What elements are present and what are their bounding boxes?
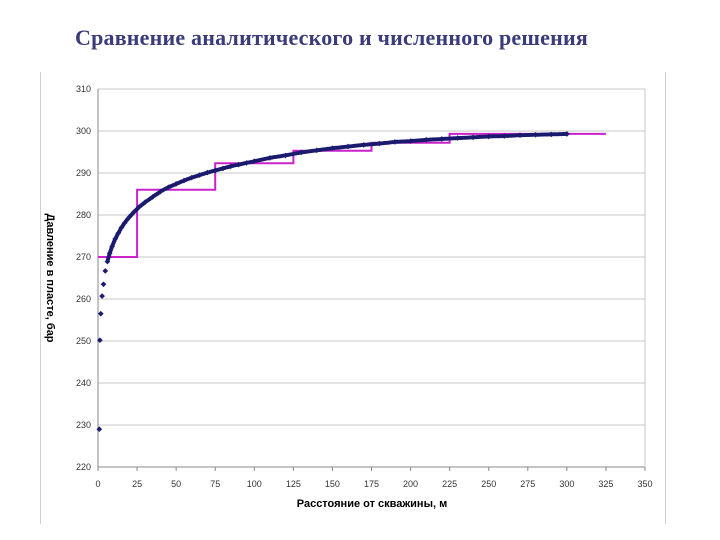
analytic-point (227, 163, 234, 170)
x-tick-label: 75 (210, 479, 220, 489)
analytic-point (173, 181, 179, 187)
x-tick-label: 25 (132, 479, 142, 489)
analytic-point (99, 293, 105, 299)
analytic-point (112, 236, 119, 242)
analytic-point (548, 131, 555, 138)
analytic-point (313, 147, 320, 154)
y-tick-label: 220 (76, 462, 91, 472)
x-tick-label: 50 (171, 479, 181, 489)
analytic-point (267, 155, 273, 161)
analytic-point (181, 177, 187, 184)
analytic-point (345, 143, 351, 150)
y-tick-label: 260 (76, 294, 91, 304)
analytic-point (115, 230, 122, 236)
analytic-point (501, 133, 508, 139)
x-tick-label: 0 (95, 479, 100, 489)
tick-labels: 220 230 240 250 260 270 280 290 300 310 0 25 50 75 100… (76, 84, 653, 489)
analytic-point (212, 167, 219, 174)
slide-title: Сравнение аналитического и численного ре… (75, 25, 588, 50)
x-tick-label: 300 (559, 479, 574, 489)
analytic-point (204, 169, 211, 176)
analytic-point (109, 243, 115, 250)
analytic-point (485, 133, 492, 140)
analytic-point (126, 214, 133, 220)
analytic-point (438, 136, 445, 142)
analytic-point (470, 134, 476, 141)
y-axis-label: Давление в пласте, бар (44, 213, 56, 342)
x-tick-label: 175 (364, 479, 379, 489)
analytic-point (149, 194, 156, 200)
analytic-point (142, 199, 148, 206)
y-tick-label: 230 (76, 420, 91, 430)
x-tick-label: 325 (598, 479, 613, 489)
analytic-point (196, 172, 203, 178)
analytic-point (298, 149, 305, 156)
x-tick-label: 100 (247, 479, 262, 489)
analytic-point (131, 209, 137, 215)
axis-layer (97, 89, 646, 471)
analytic-point (517, 132, 523, 139)
analytic-point (407, 138, 414, 144)
analytic-point (423, 136, 430, 143)
y-tick-label: 240 (76, 378, 91, 388)
analytic-point (165, 184, 172, 191)
analytic-point (121, 220, 128, 226)
y-tick-label: 280 (76, 210, 91, 220)
analytic-point (564, 131, 570, 137)
numeric-step-line (98, 132, 606, 258)
y-tick-label: 290 (76, 168, 91, 178)
y-tick-label: 300 (76, 126, 91, 136)
analytic-point (532, 131, 539, 138)
analytic-point (118, 224, 125, 231)
analytic-point (282, 152, 289, 159)
x-axis-label: Расстояние от скважины, м (297, 498, 447, 510)
analytic-point (100, 281, 107, 288)
analytic-point (329, 145, 336, 152)
x-tick-label: 275 (520, 479, 535, 489)
chart-frame (40, 72, 666, 524)
analytic-point (96, 426, 103, 433)
y-tick-label: 310 (76, 84, 91, 94)
x-tick-label: 200 (403, 479, 418, 489)
analytic-point (243, 160, 250, 166)
y-tick-label: 250 (76, 336, 91, 346)
x-tick-label: 250 (481, 479, 496, 489)
analytic-series (96, 131, 570, 433)
analytic-point (220, 165, 226, 172)
analytic-point (376, 140, 383, 147)
analytic-point (188, 174, 195, 181)
analytic-point (102, 268, 109, 274)
analytic-point (157, 188, 164, 195)
analytic-point (97, 337, 103, 344)
x-tick-label: 150 (325, 479, 340, 489)
analytic-point (235, 161, 242, 168)
x-tick-label: 225 (442, 479, 457, 489)
analytic-point (97, 310, 104, 317)
x-tick-label: 350 (637, 479, 652, 489)
y-tick-label: 270 (76, 252, 91, 262)
analytic-point (392, 139, 398, 145)
analytic-point (454, 135, 461, 141)
numeric-series (98, 132, 606, 258)
analytic-point (104, 258, 111, 265)
analytic-point (106, 250, 113, 257)
analytic-point (135, 204, 142, 211)
x-tick-label: 125 (286, 479, 301, 489)
analytic-point (360, 142, 367, 148)
